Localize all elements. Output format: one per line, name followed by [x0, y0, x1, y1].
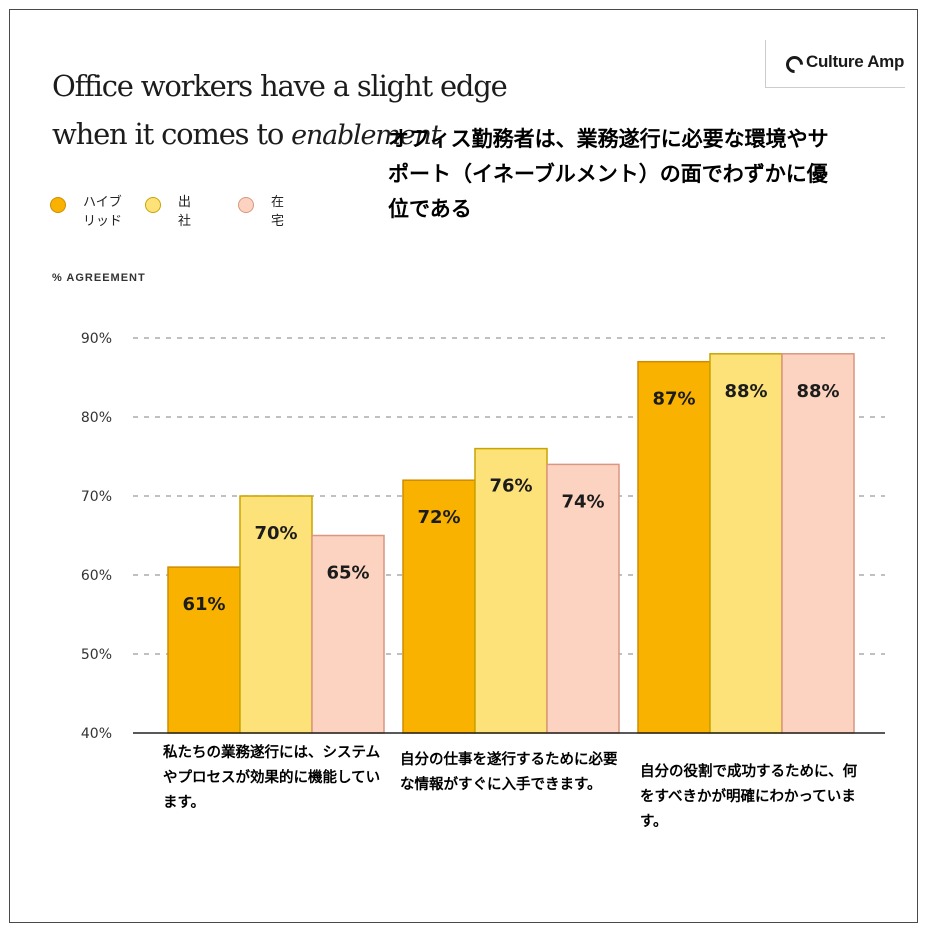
bar-value-label: 65% [326, 563, 369, 584]
brand-logo: Culture Amp [765, 40, 905, 88]
chart-title-accent: enablement [291, 120, 441, 151]
bar [709, 353, 783, 734]
legend-label-office: 出社 [178, 195, 192, 229]
bar [781, 353, 855, 734]
figure-frame [9, 9, 918, 923]
bar [167, 566, 241, 734]
legend-label-remote: 在宅 [271, 195, 285, 229]
bar-value-label: 87% [652, 389, 695, 410]
legend-swatch-hybrid [50, 197, 66, 213]
y-tick-label: 40% [81, 726, 112, 742]
bar-value-label: 88% [724, 381, 767, 402]
chart-title: Office workers have a slight edge when i… [52, 62, 508, 160]
chart-title-line1: Office workers have a slight edge [52, 69, 508, 103]
bar-value-label: 72% [417, 507, 460, 528]
legend-label-hybrid: ハイブリッド [83, 195, 123, 229]
bar-value-label: 88% [796, 381, 839, 402]
bar [637, 360, 711, 734]
bar-value-label: 76% [489, 476, 532, 497]
legend-swatch-remote [238, 197, 254, 213]
bar [546, 463, 620, 734]
legend-swatch-office [145, 197, 161, 213]
bar-value-label: 61% [182, 594, 225, 615]
y-tick-label: 80% [81, 410, 112, 426]
bar-value-label: 70% [254, 523, 297, 544]
chart-title-line2-prefix: when it comes to [52, 117, 292, 151]
bar-value-label: 74% [561, 491, 604, 512]
category-label-2: 自分の仕事を遂行するために必要な情報がすぐに入手できます。 [400, 752, 618, 793]
y-tick-label: 50% [81, 647, 112, 663]
bar [239, 495, 313, 734]
bar [474, 447, 548, 734]
brand-logo-text: Culture Amp [806, 52, 905, 71]
bar [311, 534, 385, 734]
y-tick-label: 60% [81, 568, 112, 584]
japanese-title: オフィス勤務者は、業務遂行に必要な環境やサポート（イネーブルメント）の面でわずか… [388, 127, 829, 221]
y-axis-title: % AGREEMENT [52, 272, 146, 284]
y-tick-label: 70% [81, 489, 112, 505]
bar [402, 479, 476, 734]
category-label-3: 自分の役割で成功するために、何をすべきかが明確にわかっています。 [640, 764, 858, 830]
category-label-1: 私たちの業務遂行には、システムやプロセスが効果的に機能しています。 [163, 745, 381, 811]
y-tick-label: 90% [81, 331, 112, 347]
